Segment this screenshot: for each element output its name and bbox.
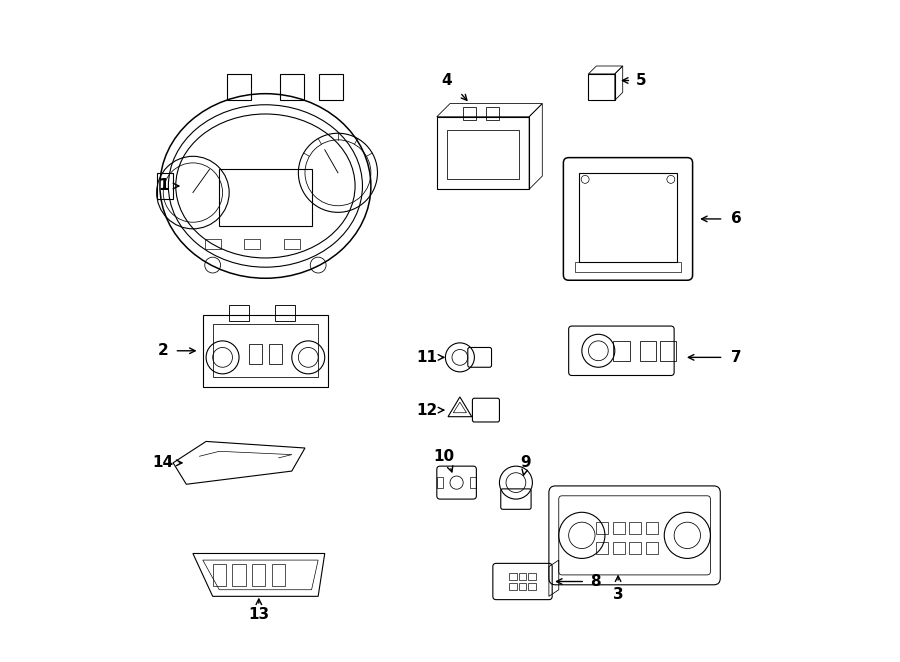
Bar xyxy=(205,239,220,249)
Text: 9: 9 xyxy=(520,455,531,470)
Bar xyxy=(597,522,608,534)
Bar xyxy=(272,564,285,586)
Bar xyxy=(660,341,676,361)
Bar xyxy=(508,573,517,579)
Bar xyxy=(629,542,641,554)
Bar xyxy=(436,477,444,488)
Text: 6: 6 xyxy=(732,211,742,226)
Text: 5: 5 xyxy=(636,73,646,88)
Bar xyxy=(252,564,266,586)
Bar xyxy=(518,583,526,590)
Bar xyxy=(528,573,536,579)
Bar xyxy=(646,542,658,554)
Text: 12: 12 xyxy=(417,402,437,418)
Bar xyxy=(629,522,641,534)
Bar xyxy=(518,573,526,579)
Bar xyxy=(613,522,625,534)
Bar xyxy=(284,239,300,249)
Bar xyxy=(232,564,246,586)
Text: 10: 10 xyxy=(433,449,454,464)
Text: 1: 1 xyxy=(158,179,168,193)
Bar xyxy=(470,477,476,488)
Text: 14: 14 xyxy=(153,455,174,470)
Text: 11: 11 xyxy=(417,350,437,365)
Bar xyxy=(528,583,536,590)
Bar xyxy=(646,522,658,534)
Bar xyxy=(614,341,630,361)
Text: 8: 8 xyxy=(590,574,600,589)
Bar xyxy=(212,564,226,586)
Text: 3: 3 xyxy=(613,587,624,602)
Text: 13: 13 xyxy=(248,607,269,622)
Bar xyxy=(640,341,656,361)
Bar xyxy=(508,583,517,590)
Bar xyxy=(244,239,260,249)
Bar xyxy=(597,542,608,554)
Bar xyxy=(613,542,625,554)
Text: 2: 2 xyxy=(158,344,168,358)
Bar xyxy=(249,344,262,364)
Text: 7: 7 xyxy=(732,350,742,365)
Bar xyxy=(269,344,282,364)
Text: 4: 4 xyxy=(441,73,452,88)
